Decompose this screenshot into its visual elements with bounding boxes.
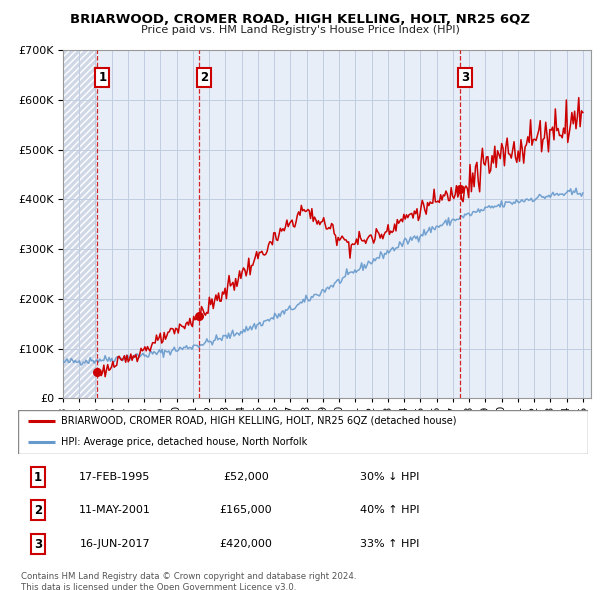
Text: This data is licensed under the Open Government Licence v3.0.: This data is licensed under the Open Gov… — [21, 583, 296, 590]
Text: 16-JUN-2017: 16-JUN-2017 — [80, 539, 150, 549]
Text: £165,000: £165,000 — [220, 505, 272, 515]
Text: 2: 2 — [200, 71, 208, 84]
Text: £52,000: £52,000 — [223, 472, 269, 482]
Text: BRIARWOOD, CROMER ROAD, HIGH KELLING, HOLT, NR25 6QZ (detached house): BRIARWOOD, CROMER ROAD, HIGH KELLING, HO… — [61, 416, 456, 425]
Bar — [63, 50, 97, 398]
Text: 11-MAY-2001: 11-MAY-2001 — [79, 505, 151, 515]
Text: 40% ↑ HPI: 40% ↑ HPI — [360, 505, 419, 515]
Text: 1: 1 — [98, 71, 106, 84]
Text: BRIARWOOD, CROMER ROAD, HIGH KELLING, HOLT, NR25 6QZ: BRIARWOOD, CROMER ROAD, HIGH KELLING, HO… — [70, 13, 530, 26]
Text: 2: 2 — [34, 503, 42, 517]
Text: £420,000: £420,000 — [220, 539, 272, 549]
Text: 1: 1 — [34, 470, 42, 484]
Text: 33% ↑ HPI: 33% ↑ HPI — [360, 539, 419, 549]
Text: 17-FEB-1995: 17-FEB-1995 — [79, 472, 151, 482]
Text: HPI: Average price, detached house, North Norfolk: HPI: Average price, detached house, Nort… — [61, 437, 307, 447]
Text: 3: 3 — [461, 71, 469, 84]
Text: Contains HM Land Registry data © Crown copyright and database right 2024.: Contains HM Land Registry data © Crown c… — [21, 572, 356, 581]
Text: 3: 3 — [34, 537, 42, 550]
Text: Price paid vs. HM Land Registry's House Price Index (HPI): Price paid vs. HM Land Registry's House … — [140, 25, 460, 35]
Text: 30% ↓ HPI: 30% ↓ HPI — [360, 472, 419, 482]
